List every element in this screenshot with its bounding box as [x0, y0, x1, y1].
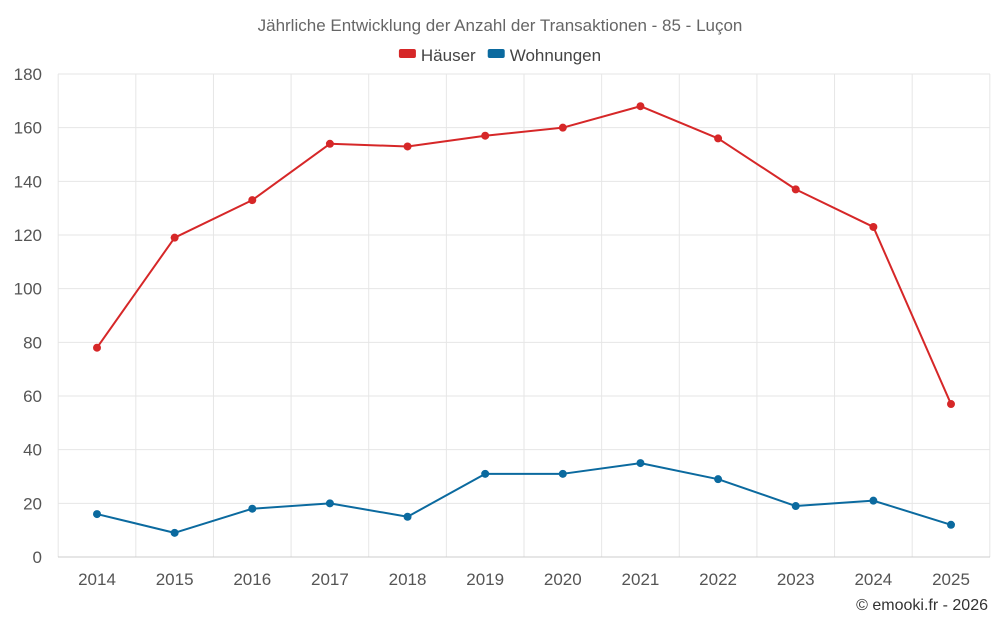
- x-tick-label: 2018: [389, 570, 427, 589]
- y-tick-label: 180: [14, 65, 42, 84]
- data-point[interactable]: [636, 459, 645, 468]
- series-1: [93, 459, 955, 537]
- x-tick-label: 2023: [777, 570, 815, 589]
- y-tick-label: 120: [14, 226, 42, 245]
- series-line: [96, 462, 952, 534]
- y-tick-label: 140: [14, 172, 42, 191]
- data-point[interactable]: [869, 496, 878, 505]
- x-tick-label: 2025: [932, 570, 970, 589]
- legend-label: Häuser: [421, 46, 476, 65]
- x-tick-label: 2014: [78, 570, 116, 589]
- data-point[interactable]: [558, 123, 567, 132]
- grid: [57, 73, 991, 557]
- x-tick-label: 2024: [854, 570, 892, 589]
- legend-item-1[interactable]: Wohnungen: [487, 46, 601, 65]
- x-tick-label: 2017: [311, 570, 349, 589]
- legend-swatch: [487, 49, 505, 58]
- series-0: [93, 102, 955, 409]
- legend: Häuser Wohnungen: [398, 46, 601, 65]
- chart-title: Jährliche Entwicklung der Anzahl der Tra…: [258, 16, 743, 35]
- y-tick-label: 0: [33, 548, 42, 567]
- data-point[interactable]: [636, 102, 645, 111]
- y-tick-label: 40: [23, 441, 42, 460]
- series-line: [96, 105, 952, 405]
- data-point[interactable]: [248, 504, 257, 513]
- data-point[interactable]: [869, 222, 878, 231]
- data-point[interactable]: [248, 196, 257, 205]
- data-point[interactable]: [714, 134, 723, 143]
- credit-text: © emooki.fr - 2026: [856, 597, 988, 614]
- axes: 0 20 40 60 80 100 120 140 160 180 2014 2015 2016 2017…: [14, 65, 990, 589]
- x-tick-label: 2019: [466, 570, 504, 589]
- data-point[interactable]: [947, 400, 955, 409]
- x-tick-label: 2021: [622, 570, 660, 589]
- data-point[interactable]: [714, 475, 723, 484]
- y-tick-label: 80: [23, 333, 42, 352]
- x-tick-label: 2022: [699, 570, 737, 589]
- data-point[interactable]: [791, 502, 800, 511]
- y-tick-label: 160: [14, 119, 42, 138]
- y-tick-label: 60: [23, 387, 42, 406]
- series-group: [93, 102, 955, 537]
- y-tick-label: 20: [23, 494, 42, 513]
- data-point[interactable]: [325, 499, 334, 508]
- y-tick-label: 100: [14, 280, 42, 299]
- data-point[interactable]: [93, 343, 101, 352]
- x-tick-label: 2016: [233, 570, 271, 589]
- data-point[interactable]: [93, 510, 101, 519]
- data-point[interactable]: [481, 131, 490, 140]
- data-point[interactable]: [481, 469, 490, 478]
- data-point[interactable]: [403, 512, 412, 521]
- data-point[interactable]: [325, 139, 334, 148]
- legend-label: Wohnungen: [510, 46, 601, 65]
- legend-swatch: [398, 49, 416, 58]
- x-tick-label: 2015: [156, 570, 194, 589]
- data-point[interactable]: [170, 528, 179, 537]
- x-tick-label: 2020: [544, 570, 582, 589]
- data-point[interactable]: [791, 185, 800, 194]
- legend-item-0[interactable]: Häuser: [398, 46, 476, 65]
- data-point[interactable]: [403, 142, 412, 151]
- data-point[interactable]: [170, 233, 179, 242]
- data-point[interactable]: [558, 469, 567, 478]
- data-point[interactable]: [947, 520, 955, 529]
